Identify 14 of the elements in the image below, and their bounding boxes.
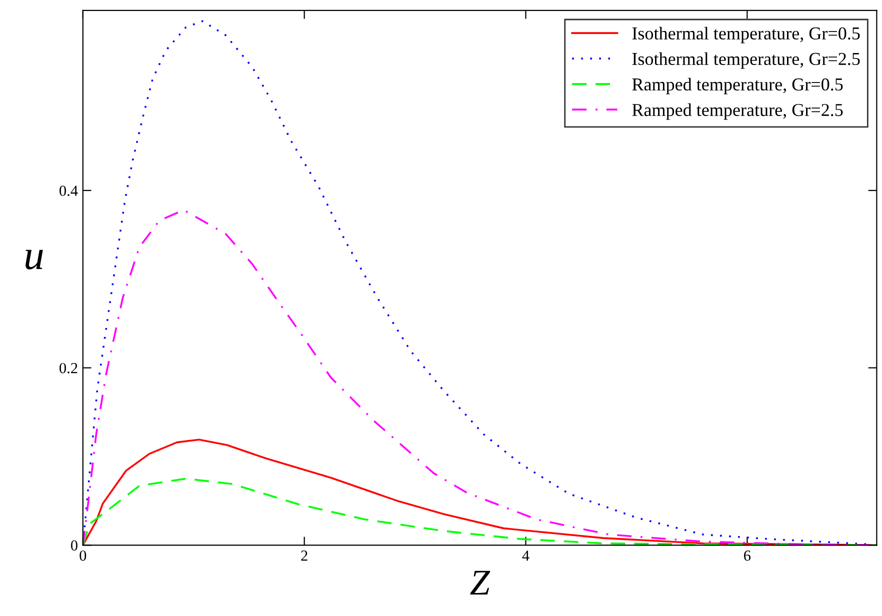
x-tick-label: 6 <box>744 550 751 561</box>
x-tick-label: 2 <box>301 550 308 561</box>
legend-label: Isothermal temperature, Gr=2.5 <box>632 52 860 69</box>
y-tick-label: 0 <box>70 540 78 551</box>
x-tick-label: 4 <box>522 550 530 561</box>
legend-label: Isothermal temperature, Gr=0.5 <box>632 26 860 44</box>
legend-label: Ramped temperature, Gr=0.5 <box>632 78 843 94</box>
legend-label: Ramped temperature, Gr=2.5 <box>632 103 843 120</box>
x-tick-label: 0 <box>80 550 86 561</box>
line-series <box>82 20 869 546</box>
y-axis-title: u <box>26 250 43 270</box>
x-axis-title: Z <box>470 570 490 594</box>
y-tick-label: 0.2 <box>60 362 78 374</box>
y-tick-label: 0.4 <box>60 186 78 196</box>
